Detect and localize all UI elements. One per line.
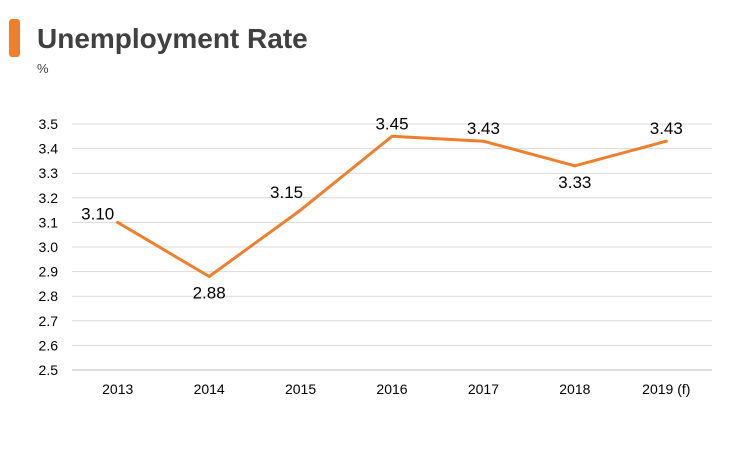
x-tick-label: 2017 <box>468 381 499 397</box>
x-tick-label: 2013 <box>102 381 133 397</box>
y-axis-tick-labels: 2.5 2.6 2.7 2.8 2.9 3.0 3.1 3.2 3.3 3.4 3.5 <box>39 116 59 378</box>
data-label: 2.88 <box>193 284 226 303</box>
y-tick-label: 2.8 <box>39 288 59 304</box>
series-line-group <box>116 134 668 279</box>
chart-title: Unemployment Rate <box>37 23 308 54</box>
data-label: 3.43 <box>650 119 683 138</box>
x-tick-label: 2014 <box>194 381 225 397</box>
x-axis-tick-labels: 2013 2014 2015 2016 2017 2018 2019 (f) <box>102 381 690 397</box>
x-tick-label: 2019 (f) <box>642 381 690 397</box>
data-label: 3.10 <box>81 204 114 223</box>
y-tick-label: 3.2 <box>39 190 59 206</box>
data-point <box>299 208 303 212</box>
data-point <box>481 139 485 143</box>
data-label: 3.45 <box>375 114 408 133</box>
y-tick-label: 3.0 <box>39 239 59 255</box>
y-tick-label: 2.5 <box>39 362 59 378</box>
x-tick-label: 2016 <box>376 381 407 397</box>
data-point <box>664 139 668 143</box>
data-label: 3.43 <box>467 119 500 138</box>
y-tick-label: 2.6 <box>39 337 59 353</box>
x-tick-label: 2018 <box>559 381 590 397</box>
title-accent-bar <box>9 19 20 57</box>
data-labels: 3.10 2.88 3.15 3.45 3.43 3.33 3.43 <box>81 114 683 302</box>
y-tick-label: 2.9 <box>39 264 59 280</box>
y-tick-label: 2.7 <box>39 313 59 329</box>
unit-label: % <box>37 61 49 76</box>
y-tick-label: 3.5 <box>39 116 59 132</box>
y-tick-label: 3.4 <box>39 141 59 157</box>
series-line <box>116 134 668 279</box>
data-point <box>390 134 394 138</box>
data-point <box>116 220 120 224</box>
y-tick-label: 3.1 <box>39 214 59 230</box>
data-label: 3.15 <box>270 183 303 202</box>
data-point <box>573 164 577 168</box>
data-label: 3.33 <box>558 173 591 192</box>
x-tick-label: 2015 <box>285 381 316 397</box>
data-point <box>207 275 211 279</box>
gridlines <box>72 123 712 371</box>
y-tick-label: 3.3 <box>39 165 59 181</box>
